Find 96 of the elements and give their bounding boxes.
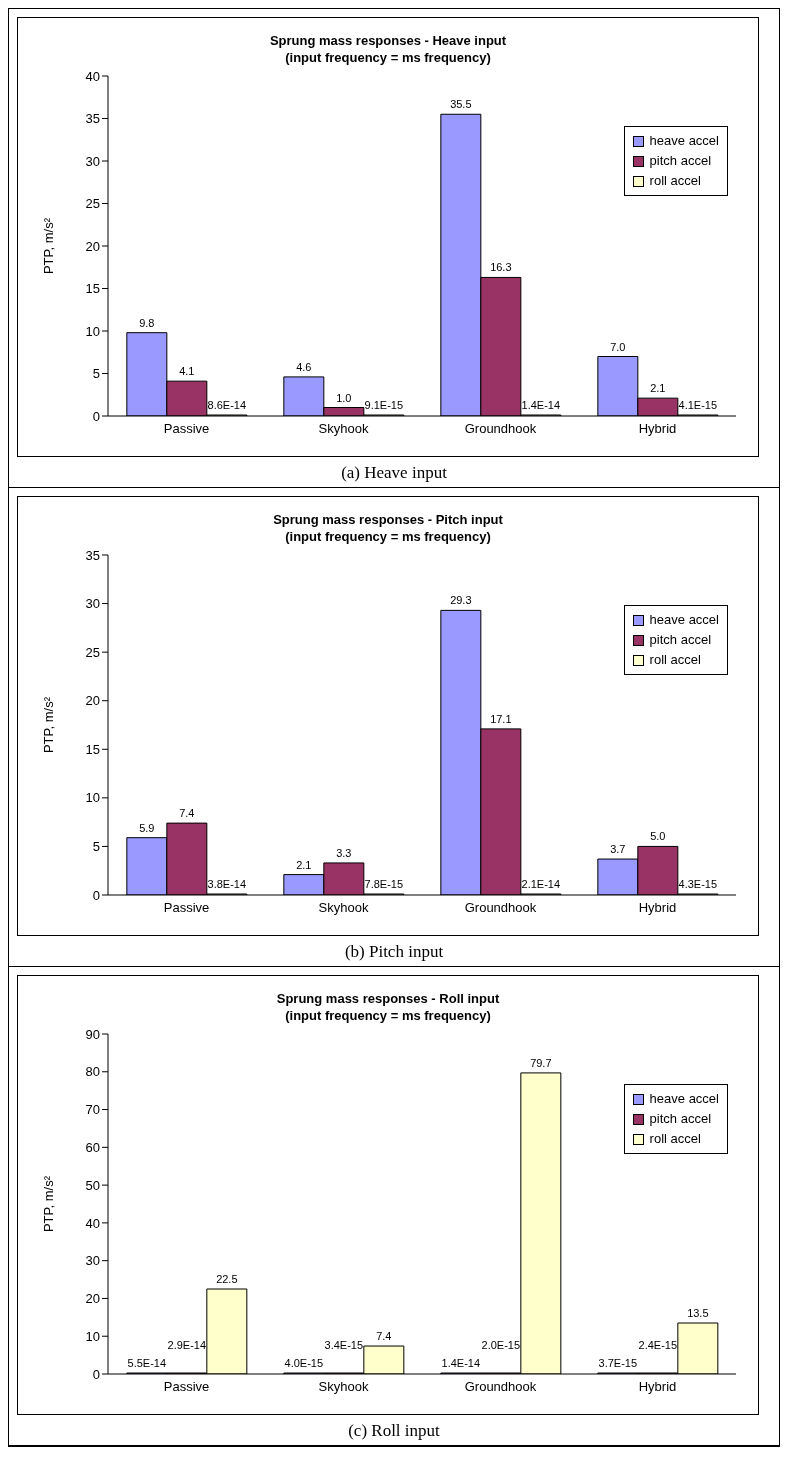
data-label: 5.5E-14 [127,1357,167,1369]
chart-title: Sprung mass responses - Pitch input [272,511,504,528]
data-label: 35.5 [450,98,472,111]
legend-label: roll accel [649,1130,701,1148]
legend-label: heave accel [649,132,719,150]
y-tick-label: 35 [85,547,100,563]
data-label: 2.1 [296,858,312,871]
legend-label: pitch accel [649,631,712,649]
data-label: 7.8E-15 [364,878,404,890]
chart-subtitle: (input frequency = ms frequency) [284,49,492,66]
x-tick-label: Passive [163,900,210,916]
data-label: 17.1 [490,712,512,725]
y-tick-label: 0 [92,887,100,903]
data-label: 16.3 [490,261,512,274]
x-tick-label: Groundhook [464,900,537,916]
data-label: 1.0 [336,391,352,404]
y-axis-title: PTP, m/s² [40,1175,56,1233]
data-label: 3.7E-15 [598,1357,638,1369]
data-label: 5.0 [650,830,666,843]
y-tick-label: 20 [85,693,100,709]
data-label: 3.7 [610,843,626,856]
y-tick-label: 20 [85,238,100,254]
data-label: 9.8 [139,316,155,329]
y-tick-label: 80 [85,1064,100,1080]
data-label: 4.6 [296,360,312,373]
data-label: 9.1E-15 [364,399,404,411]
data-label: 4.1 [179,365,195,378]
legend-label: heave accel [649,611,719,629]
data-label: 7.4 [376,1330,392,1343]
data-label: 2.4E-15 [638,1339,678,1351]
data-label: 2.9E-14 [167,1339,207,1351]
data-label: 3.8E-14 [207,878,247,890]
chart-title: Sprung mass responses - Heave input [268,32,508,49]
x-tick-label: Passive [163,421,210,437]
data-label: 3.4E-15 [324,1339,364,1351]
y-tick-label: 30 [85,596,100,612]
data-label: 22.5 [216,1273,238,1285]
y-tick-label: 50 [85,1177,100,1193]
text: (a) Heave input [340,462,448,483]
data-label: 4.1E-15 [678,399,718,411]
data-label: 13.5 [687,1307,709,1319]
y-tick-label: 5 [92,366,100,382]
chart-subtitle: (input frequency = ms frequency) [284,1007,492,1024]
text: (b) Pitch input [343,941,445,962]
legend-label: roll accel [649,651,701,669]
x-tick-label: Skyhook [318,900,369,916]
y-tick-label: 35 [85,111,100,127]
text: (c) Roll input [347,1420,441,1441]
y-tick-label: 10 [85,1328,100,1344]
data-label: 2.1 [650,382,666,395]
legend-label: heave accel [649,1090,719,1108]
x-tick-label: Groundhook [464,421,537,437]
legend-label: pitch accel [649,152,712,170]
x-tick-label: Hybrid [638,1379,677,1395]
y-tick-label: 90 [85,1026,100,1042]
y-tick-label: 30 [85,153,100,169]
data-label: 3.3 [336,846,352,859]
chart-title: Sprung mass responses - Roll input [275,990,501,1007]
y-tick-label: 20 [85,1291,100,1307]
x-tick-label: Passive [163,1379,210,1395]
y-tick-label: 70 [85,1102,100,1118]
data-label: 79.7 [530,1056,552,1069]
y-tick-label: 30 [85,1253,100,1269]
y-tick-label: 25 [85,196,100,212]
y-tick-label: 5 [92,839,100,855]
y-tick-label: 15 [85,741,100,757]
data-label: 4.0E-15 [284,1357,324,1369]
data-label: 29.3 [450,594,472,607]
data-label: 7.4 [179,807,195,820]
legend-label: pitch accel [649,1110,712,1128]
data-label: 4.3E-15 [678,878,718,890]
y-tick-label: 15 [85,281,100,297]
y-tick-label: 10 [85,790,100,806]
x-tick-label: Hybrid [638,900,677,916]
y-tick-label: 10 [85,323,100,339]
data-label: 1.4E-14 [521,399,561,411]
y-tick-label: 25 [85,644,100,660]
legend-label: roll accel [649,172,701,190]
y-tick-label: 0 [92,408,100,424]
y-axis-title: PTP, m/s² [40,696,56,754]
y-tick-label: 60 [85,1139,100,1155]
x-tick-label: Hybrid [638,421,677,437]
y-tick-label: 0 [92,1366,100,1382]
data-label: 2.1E-14 [521,878,561,890]
chart-subtitle: (input frequency = ms frequency) [284,528,492,545]
data-label: 2.0E-15 [481,1339,521,1351]
x-tick-label: Skyhook [318,421,369,437]
data-label: 8.6E-14 [207,399,247,411]
data-label: 1.4E-14 [441,1357,481,1369]
x-tick-label: Groundhook [464,1379,537,1395]
data-label: 7.0 [610,340,626,353]
y-tick-label: 40 [85,68,100,84]
data-label: 5.9 [139,821,155,834]
y-axis-title: PTP, m/s² [40,217,56,275]
y-tick-label: 40 [85,1215,100,1231]
x-tick-label: Skyhook [318,1379,369,1395]
